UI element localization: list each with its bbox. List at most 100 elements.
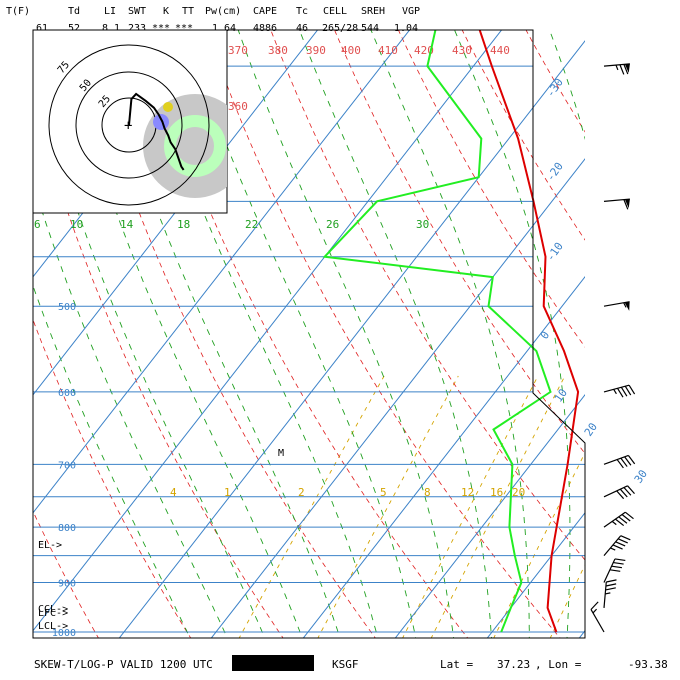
header-value-pw: 1.64 xyxy=(212,23,236,34)
header-label-k: K xyxy=(163,6,169,17)
theta-e-label: 10 xyxy=(70,218,83,231)
theta-e-label: 18 xyxy=(177,218,190,231)
theta-label: 410 xyxy=(378,44,398,57)
wind-barb xyxy=(603,384,636,398)
mixing-ratio-lines xyxy=(238,375,680,655)
moist-adiabat xyxy=(454,30,571,638)
header-label-pw: Pw(cm) xyxy=(205,6,241,17)
wind-barb xyxy=(603,454,636,469)
theta-e-label: 26 xyxy=(326,218,339,231)
theta-label: 390 xyxy=(306,44,326,57)
dry-adiabat xyxy=(33,98,284,638)
footer-station: KSGF xyxy=(332,658,359,671)
dry-adiabat xyxy=(270,30,585,561)
wind-barb xyxy=(603,485,635,500)
header-label-tt: TT xyxy=(182,6,194,17)
header-label-td: Td xyxy=(68,6,80,17)
redacted-date-box xyxy=(232,655,314,671)
dry-adiabat xyxy=(206,30,561,638)
isotherm-line xyxy=(578,629,585,638)
footer-lon-value: -93.38 xyxy=(628,658,668,671)
footer-lon-label: , Lon = xyxy=(535,658,582,671)
marker-ccl: CCL-> xyxy=(38,604,68,615)
dry-adiabat xyxy=(0,0,15,655)
isotherm-line xyxy=(394,394,585,638)
moist-adiabat xyxy=(370,30,530,638)
hodograph-bunkers-left xyxy=(153,114,169,130)
wind-barb xyxy=(603,558,626,583)
sounding-traces xyxy=(322,30,580,633)
mixing-ratio-label: 4 xyxy=(170,486,177,499)
marker-m: M xyxy=(278,448,284,459)
mixing-ratio-line xyxy=(430,375,566,638)
header-value-tc: 46 xyxy=(296,23,308,34)
moist-adiabat xyxy=(549,30,585,140)
wind-barb xyxy=(603,198,630,210)
theta-e-label: 6 xyxy=(34,218,41,231)
marker-el: EL-> xyxy=(38,540,62,551)
hodograph-ring-75 xyxy=(48,44,210,206)
moist-adiabat xyxy=(33,180,228,638)
pressure-label: 600 xyxy=(58,388,76,399)
isotherm-label: -20 xyxy=(544,160,566,184)
hodograph-ring-50 xyxy=(75,71,183,179)
dry-adiabat xyxy=(527,0,680,655)
theta-label: 430 xyxy=(452,44,472,57)
theta-e-label: 30 xyxy=(416,218,429,231)
moist-adiabat xyxy=(298,30,492,638)
isotherm-line xyxy=(486,511,585,638)
mixing-ratio-line xyxy=(549,563,585,638)
moist-adiabat xyxy=(600,0,676,655)
wind-barb xyxy=(590,601,605,633)
moist-adiabat xyxy=(33,284,191,638)
dry-adiabat xyxy=(397,30,585,348)
header-value-vgp: 1.04 xyxy=(394,23,418,34)
theta-label: 370 xyxy=(228,44,248,57)
mixing-ratio-label: 16 xyxy=(490,486,503,499)
header-label-vgp: VGP xyxy=(402,6,420,17)
isotherm-line xyxy=(210,158,585,638)
header-indices: T(F) Td LI SWT K TT Pw(cm) CAPE Tc CELL … xyxy=(6,6,420,34)
isotherm-line xyxy=(118,40,585,638)
wind-barbs xyxy=(590,63,636,633)
theta-label: 360 xyxy=(228,100,248,113)
mixing-ratio-label: 12 xyxy=(461,486,474,499)
dry-adiabat xyxy=(434,0,680,655)
dry-adiabat xyxy=(666,0,680,655)
moist-adiabat xyxy=(33,58,266,638)
isotherm-label: 20 xyxy=(582,420,600,438)
moist-adiabat xyxy=(59,30,303,638)
dry-adiabats xyxy=(0,0,680,655)
mixing-ratio-label: 2 xyxy=(298,486,305,499)
mixing-ratio-line xyxy=(617,376,680,655)
theta-label: 380 xyxy=(268,44,288,57)
theta-e-label: 14 xyxy=(120,218,134,231)
header-label-tf: T(F) xyxy=(6,6,30,17)
header-label-cape: CAPE xyxy=(253,6,277,17)
temperature-trace xyxy=(478,30,580,633)
moist-adiabat xyxy=(237,30,455,638)
header-value-k: *** xyxy=(152,23,170,34)
header-label-sreh: SREH xyxy=(361,6,385,17)
isotherm-label: -10 xyxy=(544,240,566,264)
hodograph-center: + xyxy=(124,118,132,134)
hodograph-bunkers-mean xyxy=(163,102,173,112)
theta-label: 400 xyxy=(341,44,361,57)
footer-lat-label: Lat = xyxy=(440,658,473,671)
isotherm-line xyxy=(33,30,411,514)
marker-lcl: LCL-> xyxy=(38,621,68,632)
isotherm-line xyxy=(33,30,503,632)
header-value-tt: *** xyxy=(175,23,193,34)
wind-barb xyxy=(603,63,630,75)
hodograph-trace xyxy=(128,92,185,171)
header-label-swt: SWT xyxy=(128,6,146,17)
wind-barb xyxy=(603,301,630,311)
header-label-tc: Tc xyxy=(296,6,308,17)
header-label-li: LI xyxy=(104,6,116,17)
mixing-ratio-line xyxy=(584,376,680,655)
dry-adiabat xyxy=(461,30,585,241)
mixing-ratio-label: 5 xyxy=(380,486,387,499)
isotherm-label: -30 xyxy=(544,76,566,100)
footer-title: SKEW-T/LOG-P VALID 1200 UTC xyxy=(34,658,213,671)
